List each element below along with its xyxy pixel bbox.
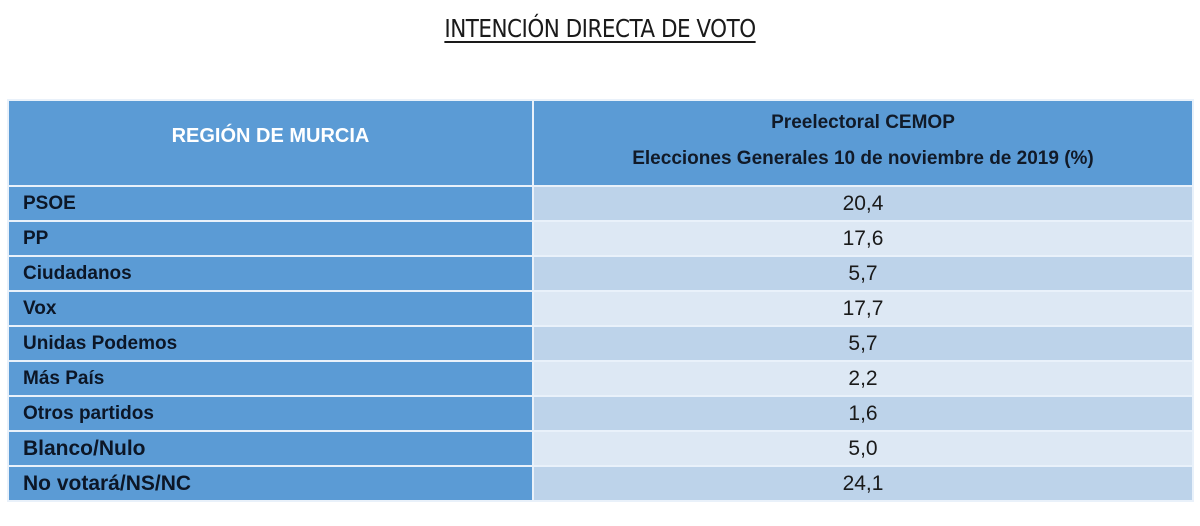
vote-percentage: 5,0: [532, 430, 1194, 467]
region-header: REGIÓN DE MURCIA: [7, 99, 534, 187]
table-row: Ciudadanos 5,7: [7, 255, 1194, 292]
table-row: Otros partidos 1,6: [7, 395, 1194, 432]
vote-intention-table: REGIÓN DE MURCIA Preelectoral CEMOP Elec…: [7, 99, 1194, 502]
table-row: Unidas Podemos 5,7: [7, 325, 1194, 362]
vote-percentage: 20,4: [532, 185, 1194, 222]
table-row: Blanco/Nulo 5,0: [7, 430, 1194, 467]
vote-percentage: 5,7: [532, 325, 1194, 362]
party-label: No votará/NS/NC: [7, 465, 534, 502]
table-row: Vox 17,7: [7, 290, 1194, 327]
survey-header-line2: Elecciones Generales 10 de noviembre de …: [632, 148, 1094, 169]
party-label: Ciudadanos: [7, 255, 534, 292]
vote-percentage: 17,7: [532, 290, 1194, 327]
party-label: PP: [7, 220, 534, 257]
vote-percentage: 24,1: [532, 465, 1194, 502]
table-row: PSOE 20,4: [7, 185, 1194, 222]
page-title-text: INTENCIÓN DIRECTA DE VOTO: [444, 14, 756, 43]
page-title: INTENCIÓN DIRECTA DE VOTO: [84, 14, 1116, 43]
party-label: PSOE: [7, 185, 534, 222]
party-label: Blanco/Nulo: [7, 430, 534, 467]
party-label: Más País: [7, 360, 534, 397]
vote-percentage: 5,7: [532, 255, 1194, 292]
party-label: Unidas Podemos: [7, 325, 534, 362]
table-row: PP 17,6: [7, 220, 1194, 257]
vote-percentage: 1,6: [532, 395, 1194, 432]
table-row: Más País 2,2: [7, 360, 1194, 397]
party-label: Otros partidos: [7, 395, 534, 432]
vote-percentage: 17,6: [532, 220, 1194, 257]
survey-header-line1: Preelectoral CEMOP: [771, 112, 955, 133]
table-header-row: REGIÓN DE MURCIA Preelectoral CEMOP Elec…: [7, 99, 1194, 187]
survey-header: Preelectoral CEMOP Elecciones Generales …: [532, 99, 1194, 187]
party-label: Vox: [7, 290, 534, 327]
vote-percentage: 2,2: [532, 360, 1194, 397]
table-row: No votará/NS/NC 24,1: [7, 465, 1194, 502]
region-header-text: REGIÓN DE MURCIA: [171, 124, 370, 147]
